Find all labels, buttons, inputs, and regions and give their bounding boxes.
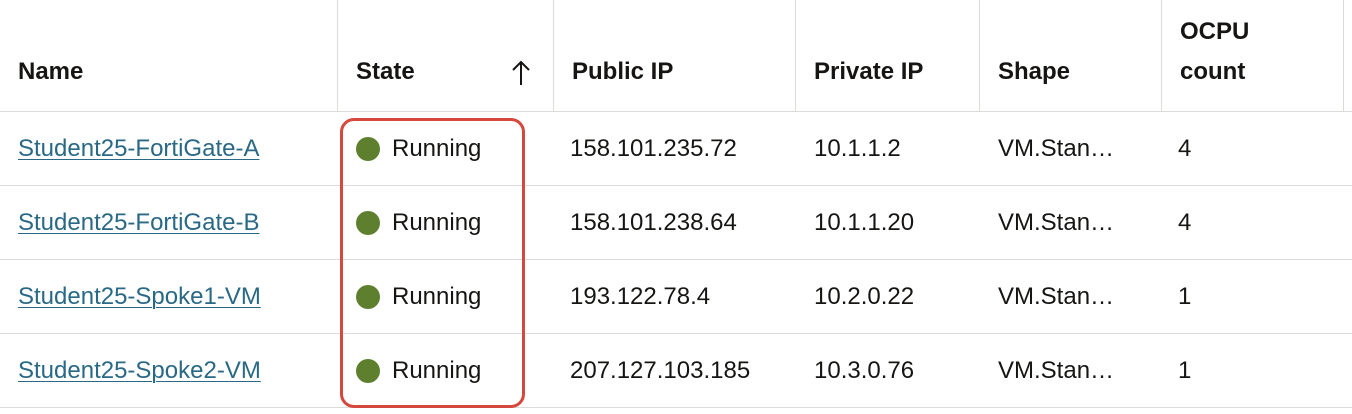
state-cell: Running (338, 334, 554, 407)
public-ip-cell: 207.127.103.185 (570, 356, 751, 384)
shape-cell: VM.Stan… (998, 282, 1115, 310)
instance-name-link[interactable]: Student25-Spoke1-VM (18, 282, 261, 310)
ocpu-count-cell: 4 (1178, 134, 1192, 162)
instance-name-cell: Student25-Spoke2-VM (0, 334, 338, 407)
column-header-ocpu-count[interactable]: OCPU count (1162, 0, 1344, 112)
table-row-partial (0, 408, 1352, 414)
instance-name-link[interactable]: Student25-FortiGate-B (18, 208, 260, 236)
table-row: Student25-FortiGate-A Running 158.101.23… (0, 112, 1352, 186)
column-header-name[interactable]: Name (0, 0, 338, 112)
instance-name-link[interactable]: Student25-FortiGate-A (18, 134, 260, 162)
instance-name-cell: Student25-Spoke1-VM (0, 260, 338, 333)
column-header-ocpu-count-label: OCPU count (1180, 18, 1250, 85)
state-cell: Running (338, 186, 554, 259)
instance-name-cell: Student25-FortiGate-B (0, 186, 338, 259)
running-status-dot-icon (356, 210, 380, 235)
shape-cell: VM.Stan… (998, 134, 1115, 162)
table-header-row: Name State Public IP Private IP Shape OC… (0, 0, 1352, 112)
column-header-private-ip-label: Private IP (814, 58, 924, 85)
private-ip-cell: 10.1.1.20 (814, 208, 915, 236)
column-header-name-label: Name (18, 58, 84, 85)
state-cell: Running (338, 112, 554, 185)
column-header-state-label: State (356, 58, 415, 85)
private-ip-cell: 10.1.1.2 (814, 134, 901, 162)
column-header-shape[interactable]: Shape (980, 0, 1162, 112)
shape-cell: VM.Stan… (998, 356, 1115, 384)
column-header-state[interactable]: State (338, 0, 554, 112)
column-header-public-ip[interactable]: Public IP (554, 0, 796, 112)
public-ip-cell: 193.122.78.4 (570, 282, 711, 310)
ocpu-count-cell: 1 (1178, 356, 1192, 384)
instance-name-cell: Student25-FortiGate-A (0, 112, 338, 185)
state-cell: Running (338, 260, 554, 333)
running-status-dot-icon (356, 284, 380, 309)
column-header-private-ip[interactable]: Private IP (796, 0, 980, 112)
table-row: Student25-Spoke1-VM Running 193.122.78.4… (0, 260, 1352, 334)
shape-cell: VM.Stan… (998, 208, 1115, 236)
ocpu-count-cell: 4 (1178, 208, 1192, 236)
state-label: Running (392, 134, 482, 162)
arrow-up-icon[interactable] (511, 58, 531, 88)
instance-name-link[interactable]: Student25-Spoke2-VM (18, 356, 261, 384)
running-status-dot-icon (356, 358, 380, 383)
private-ip-cell: 10.3.0.76 (814, 356, 915, 384)
running-status-dot-icon (356, 136, 380, 161)
column-header-overflow (1344, 0, 1352, 112)
public-ip-cell: 158.101.238.64 (570, 208, 737, 236)
state-label: Running (392, 282, 482, 310)
table-row: Student25-FortiGate-B Running 158.101.23… (0, 186, 1352, 260)
private-ip-cell: 10.2.0.22 (814, 282, 915, 310)
state-label: Running (392, 356, 482, 384)
column-header-public-ip-label: Public IP (572, 58, 674, 85)
column-header-shape-label: Shape (998, 58, 1071, 85)
table-row: Student25-Spoke2-VM Running 207.127.103.… (0, 334, 1352, 408)
state-label: Running (392, 208, 482, 236)
public-ip-cell: 158.101.235.72 (570, 134, 737, 162)
ocpu-count-cell: 1 (1178, 282, 1192, 310)
